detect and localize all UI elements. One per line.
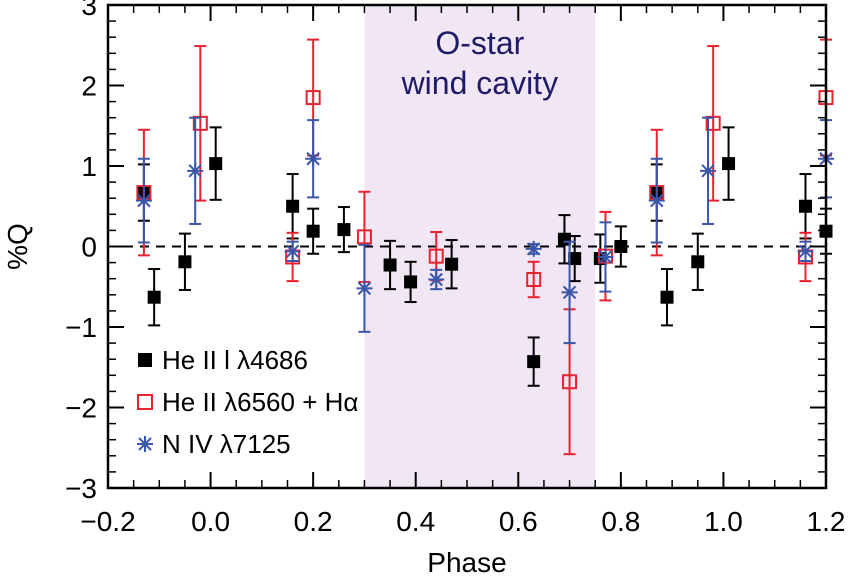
legend-item: N IV λ7125 [137, 429, 291, 459]
x-tick-label: 0.0 [191, 506, 230, 537]
data-point [337, 206, 351, 254]
data-point [568, 235, 582, 283]
wind-cavity-label-line2: wind cavity [401, 65, 559, 101]
legend-marker [137, 394, 153, 410]
data-point [356, 243, 373, 333]
marker [209, 157, 223, 171]
marker [147, 290, 161, 304]
y-tick-label: 1 [81, 151, 97, 182]
marker [337, 223, 351, 237]
y-tick-label: 0 [81, 232, 97, 263]
marker [527, 355, 541, 369]
wind-cavity-label: O-star wind cavity [401, 25, 559, 101]
data-point [147, 268, 161, 327]
tick-labels: −0.2 0.0 0.2 0.4 0.6 0.8 1.0 1.2 −3 −2 −1 0 1 2 3 [65, 0, 845, 537]
data-point [648, 157, 665, 244]
marker [284, 243, 301, 260]
data-point [178, 232, 192, 291]
data-point [614, 225, 628, 268]
data-series [135, 38, 834, 456]
marker [700, 162, 717, 179]
marker [404, 275, 418, 289]
marker [445, 257, 459, 271]
y-tick-label: −3 [65, 473, 97, 504]
data-point [187, 116, 204, 225]
x-tick-label: 0.2 [294, 506, 333, 537]
data-point [700, 116, 717, 225]
wind-cavity-label-line1: O-star [435, 25, 524, 61]
marker [597, 248, 614, 265]
data-point [209, 126, 223, 201]
y-tick-label: −2 [65, 393, 97, 424]
data-point [597, 221, 614, 293]
data-point [722, 126, 736, 201]
marker [561, 284, 578, 301]
x-axis-title: Phase [427, 547, 506, 577]
x-tick-label: 0.4 [396, 506, 435, 537]
legend-marker [137, 436, 153, 452]
data-point [525, 240, 542, 257]
data-point [527, 336, 541, 387]
legend-item: He II l λ4686 [138, 345, 308, 375]
data-point [561, 240, 578, 345]
legend-item: He II λ6560 + Hα [137, 387, 358, 417]
legend-marker [138, 353, 152, 367]
marker [614, 240, 628, 253]
x-tick-label: 0.8 [601, 506, 640, 537]
marker [526, 272, 542, 288]
marker [428, 248, 444, 264]
marker [187, 162, 204, 179]
legend-label: He II λ6560 + Hα [162, 387, 358, 417]
data-point [445, 239, 459, 290]
marker [525, 240, 542, 257]
x-tick-label: 1.2 [807, 506, 846, 537]
data-point [660, 268, 674, 327]
data-point [284, 240, 301, 262]
marker [306, 224, 320, 238]
marker [722, 157, 736, 171]
marker [568, 252, 582, 266]
legend-label: N IV λ7125 [162, 429, 291, 459]
marker [691, 255, 705, 269]
marker [356, 229, 372, 245]
data-point [691, 232, 705, 291]
marker [660, 290, 674, 304]
marker [797, 243, 814, 260]
marker [305, 150, 322, 167]
data-point [526, 260, 542, 299]
y-tick-label: 2 [81, 71, 97, 102]
data-point [286, 173, 300, 240]
x-tick-label: −0.2 [80, 506, 135, 537]
data-point [383, 239, 397, 291]
marker [562, 374, 578, 390]
legend-label: He II l λ4686 [162, 345, 308, 375]
data-point [135, 157, 152, 244]
data-point [798, 173, 812, 240]
marker [356, 280, 373, 297]
data-point [404, 260, 418, 304]
x-tick-label: 0.6 [499, 506, 538, 537]
marker [178, 255, 192, 269]
axis-ticks [107, 4, 827, 489]
marker [135, 192, 152, 209]
marker [286, 199, 300, 213]
data-point [428, 268, 445, 291]
x-tick-label: 1.0 [704, 506, 743, 537]
legend: He II l λ4686 He II λ6560 + Hα N IV λ7125 [137, 345, 358, 459]
marker [648, 192, 665, 209]
y-axis-title: %Q [2, 223, 33, 270]
data-point [797, 240, 814, 262]
marker [383, 258, 397, 272]
y-tick-label: −1 [65, 312, 97, 343]
marker [305, 90, 321, 106]
y-tick-label: 3 [81, 0, 97, 21]
data-point [306, 207, 320, 255]
marker [428, 271, 445, 288]
data-point [305, 119, 322, 199]
marker [798, 199, 812, 213]
